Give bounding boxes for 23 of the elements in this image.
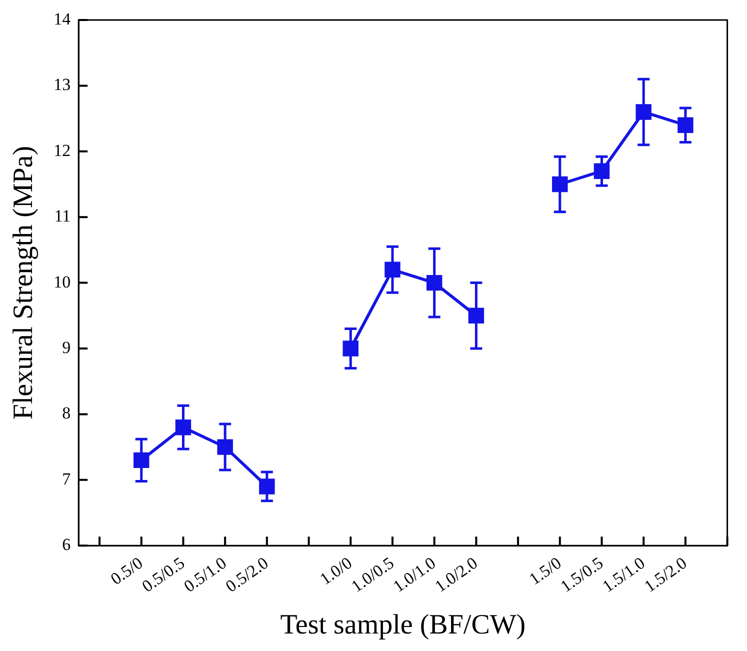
point xyxy=(594,163,610,179)
point xyxy=(552,176,568,192)
y-tick-label: 6 xyxy=(62,535,71,554)
y-tick-label: 14 xyxy=(54,9,72,28)
point xyxy=(342,340,358,356)
point xyxy=(426,274,442,291)
y-tick-label: 7 xyxy=(62,469,72,488)
x-axis-title: Test sample (BF/CW) xyxy=(280,610,526,641)
point xyxy=(678,117,694,133)
point xyxy=(217,439,233,455)
y-tick-label: 8 xyxy=(62,404,71,423)
y-tick-label: 12 xyxy=(54,140,71,160)
point xyxy=(134,452,150,468)
point xyxy=(175,419,192,436)
y-tick-label: 13 xyxy=(54,75,71,94)
point xyxy=(384,262,400,278)
point xyxy=(468,308,484,324)
y-tick-label: 10 xyxy=(54,272,71,292)
point xyxy=(636,104,652,120)
point xyxy=(259,478,275,494)
y-tick-label: 9 xyxy=(62,338,71,357)
y-axis-title: Flexural Strength (MPa) xyxy=(8,146,40,420)
y-tick-label: 11 xyxy=(54,206,71,226)
